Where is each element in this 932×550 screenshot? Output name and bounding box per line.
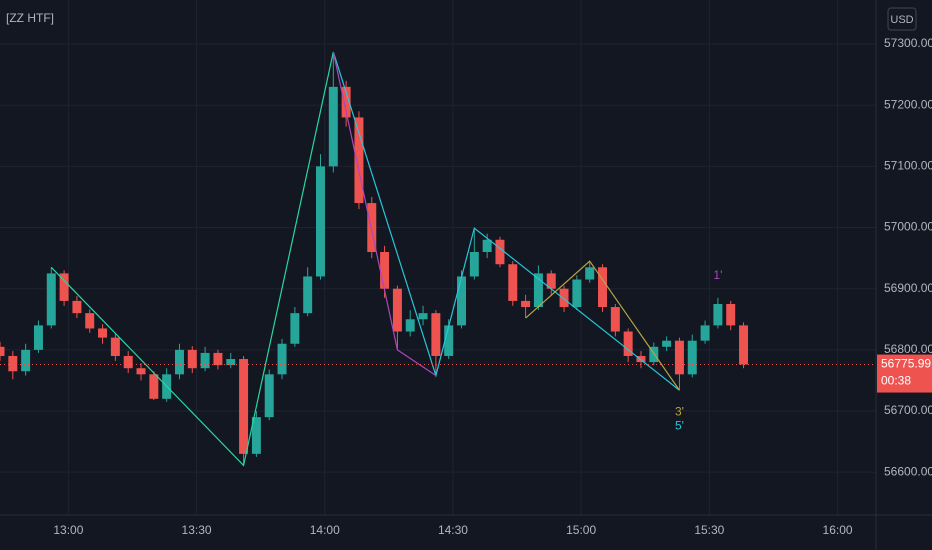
y-tick-label: 57300.00 bbox=[884, 36, 932, 50]
zigzag-line bbox=[332, 51, 437, 377]
y-tick-label: 57100.00 bbox=[884, 159, 932, 173]
chart-title: [ZZ HTF] bbox=[6, 11, 54, 25]
zigzag-line bbox=[332, 51, 680, 391]
candle-body bbox=[354, 117, 364, 204]
candle-body bbox=[418, 313, 428, 320]
candle-body bbox=[713, 303, 723, 326]
axes: 56600.00 56700.00 56800.00 56900.00 57000.00… bbox=[53, 36, 932, 537]
y-tick-label: 56800.00 bbox=[884, 342, 932, 356]
candle-body bbox=[444, 325, 454, 356]
grid bbox=[0, 0, 876, 515]
candle-body bbox=[405, 319, 415, 332]
last-price: 56775.99 bbox=[881, 357, 931, 371]
candle-body bbox=[392, 288, 402, 332]
candle-body bbox=[85, 313, 95, 329]
wave-label: 3' bbox=[675, 404, 684, 418]
y-tick-label: 56600.00 bbox=[884, 464, 932, 478]
x-tick-label: 15:00 bbox=[566, 523, 596, 537]
candle-body bbox=[33, 325, 43, 350]
candle-body bbox=[72, 300, 82, 314]
candle-body bbox=[59, 273, 69, 301]
candle-body bbox=[200, 352, 210, 369]
candle-body bbox=[687, 340, 697, 375]
candle-body bbox=[226, 359, 236, 366]
candle-body bbox=[174, 349, 184, 375]
candle-body bbox=[46, 273, 56, 326]
candle-body bbox=[700, 325, 710, 341]
candle-body bbox=[674, 340, 684, 375]
candle-body bbox=[123, 355, 133, 369]
candle-body bbox=[495, 239, 505, 265]
candle-body bbox=[726, 303, 736, 326]
candle-body bbox=[264, 374, 274, 418]
countdown: 00:38 bbox=[881, 374, 911, 388]
wave-label: 1' bbox=[713, 268, 722, 282]
candle-body bbox=[367, 203, 377, 252]
candle-body bbox=[187, 349, 197, 369]
x-tick-label: 15:30 bbox=[694, 523, 724, 537]
candle-body bbox=[598, 267, 608, 308]
wave-label: 5' bbox=[675, 418, 684, 432]
candle-body bbox=[0, 346, 5, 356]
candle-body bbox=[521, 300, 531, 308]
x-tick-label: 14:30 bbox=[438, 523, 468, 537]
candle-body bbox=[239, 359, 249, 454]
candle-body bbox=[649, 346, 659, 363]
candle-body bbox=[277, 343, 287, 375]
y-tick-label: 57200.00 bbox=[884, 97, 932, 111]
candle-body bbox=[328, 86, 338, 167]
candle-body bbox=[21, 349, 31, 372]
candle-body bbox=[8, 355, 18, 372]
x-tick-label: 13:30 bbox=[182, 523, 212, 537]
candle-body bbox=[251, 417, 261, 454]
candle-body bbox=[290, 313, 300, 344]
candle-body bbox=[739, 325, 749, 365]
currency[interactable]: USD bbox=[890, 14, 913, 26]
candle-body bbox=[213, 352, 223, 366]
title-box bbox=[3, 8, 57, 28]
candle-body bbox=[662, 340, 672, 347]
x-tick-label: 13:00 bbox=[53, 523, 83, 537]
candle-body bbox=[533, 273, 543, 308]
candle-body bbox=[149, 374, 159, 399]
candle-body bbox=[469, 251, 479, 277]
candle-body bbox=[110, 337, 120, 356]
zigzag-line bbox=[50, 51, 334, 467]
candle-body bbox=[431, 313, 441, 356]
candle-body bbox=[482, 239, 492, 252]
currency-box[interactable] bbox=[887, 7, 917, 31]
candle-body bbox=[316, 166, 325, 277]
plot-area: 1' 3'5' bbox=[0, 51, 876, 467]
zigzag-line bbox=[525, 260, 680, 391]
x-tick-label: 16:00 bbox=[823, 523, 853, 537]
candle-body bbox=[98, 328, 108, 338]
y-tick-label: 57000.00 bbox=[884, 220, 932, 234]
candle-body bbox=[508, 264, 518, 301]
candle-body bbox=[636, 355, 646, 363]
candle-body bbox=[623, 331, 633, 356]
candle-body bbox=[341, 86, 351, 118]
y-tick-label: 56900.00 bbox=[884, 281, 932, 295]
candle-body bbox=[610, 307, 620, 332]
x-tick-label: 14:00 bbox=[310, 523, 340, 537]
candle-body bbox=[457, 276, 466, 326]
candle-body bbox=[559, 288, 569, 308]
candle-body bbox=[303, 276, 313, 314]
last-price-tag bbox=[877, 354, 932, 393]
candle-body bbox=[585, 267, 595, 280]
candle-body bbox=[572, 279, 582, 308]
y-tick-label: 56700.00 bbox=[884, 403, 932, 417]
candle-body bbox=[136, 368, 146, 375]
candle-body bbox=[546, 273, 556, 289]
candle-body bbox=[380, 251, 390, 289]
